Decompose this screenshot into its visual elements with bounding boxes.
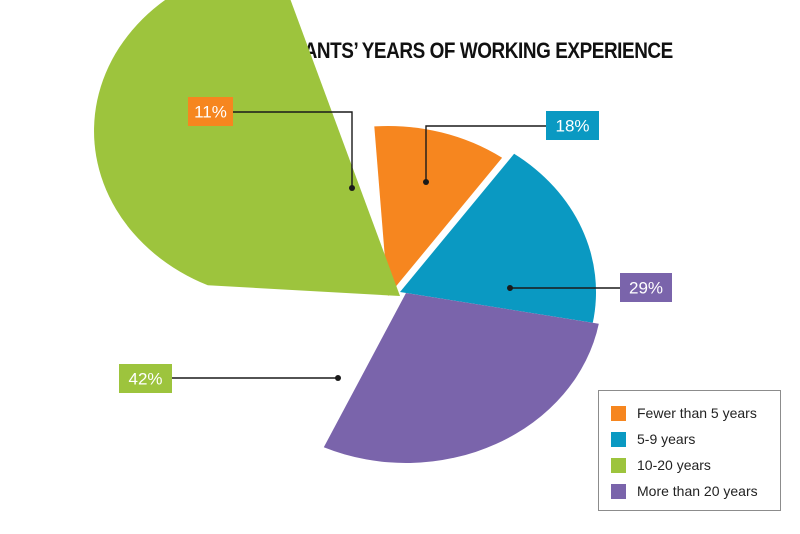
data-label-box (119, 364, 172, 393)
leader-dot (507, 285, 513, 291)
legend-label: 10-20 years (637, 457, 711, 473)
legend-item-5-9: 5-9 years (611, 426, 780, 452)
data-label: 18% (555, 117, 589, 136)
leader-dot (423, 179, 429, 185)
legend-item-fewer-than-5: Fewer than 5 years (611, 400, 780, 426)
legend: Fewer than 5 years 5-9 years 10-20 years… (598, 390, 781, 511)
data-label: 29% (629, 279, 663, 298)
data-label-box (620, 273, 672, 302)
pie-slice-more-than-20-years (323, 293, 599, 463)
leader-line (425, 125, 546, 182)
leader-dot (349, 185, 355, 191)
legend-swatch (611, 457, 626, 473)
legend-label: More than 20 years (637, 483, 758, 499)
pie-slice-10-20-years (94, 0, 400, 296)
data-label-box (546, 111, 599, 140)
legend-swatch (611, 483, 626, 499)
data-label: 11% (194, 103, 227, 122)
pie-slice-5-9-years (400, 153, 597, 323)
data-label: 42% (128, 370, 162, 389)
legend-swatch (611, 431, 626, 447)
pie-slice-fewer-than-5-years (374, 125, 503, 296)
legend-item-more-than-20: More than 20 years (611, 478, 780, 504)
legend-label: Fewer than 5 years (637, 405, 757, 421)
leader-line (233, 111, 353, 188)
legend-swatch (611, 405, 626, 421)
data-label-box (188, 97, 233, 126)
legend-item-10-20: 10-20 years (611, 452, 780, 478)
leader-dot (335, 375, 341, 381)
legend-label: 5-9 years (637, 431, 696, 447)
